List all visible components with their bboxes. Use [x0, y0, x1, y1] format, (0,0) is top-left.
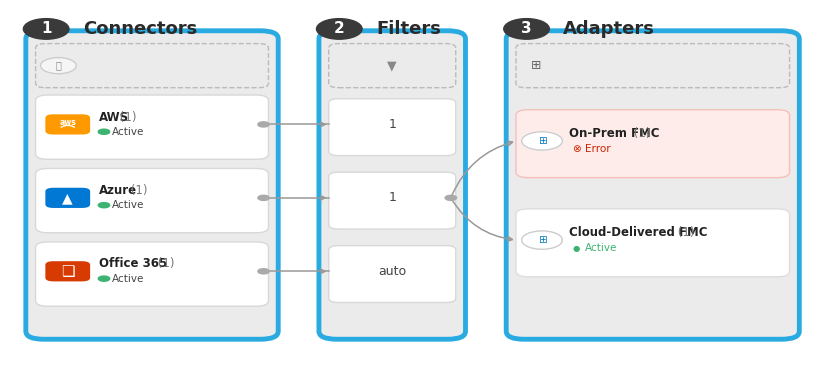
FancyBboxPatch shape — [516, 209, 789, 277]
Text: ⊞: ⊞ — [531, 59, 542, 72]
Circle shape — [258, 122, 270, 127]
Circle shape — [445, 195, 457, 201]
Text: (1): (1) — [127, 184, 147, 197]
Text: Filters: Filters — [376, 20, 441, 38]
Text: 2: 2 — [334, 21, 345, 36]
Text: Office 365: Office 365 — [99, 258, 167, 270]
FancyBboxPatch shape — [328, 246, 456, 303]
Text: (1): (1) — [154, 258, 175, 270]
Text: ⊞: ⊞ — [538, 235, 547, 245]
FancyBboxPatch shape — [46, 261, 90, 282]
Text: ▼: ▼ — [387, 59, 397, 72]
Circle shape — [24, 18, 69, 39]
Text: 3: 3 — [521, 21, 532, 36]
Circle shape — [98, 203, 109, 208]
FancyBboxPatch shape — [328, 44, 456, 88]
Text: AWS: AWS — [99, 111, 129, 124]
FancyBboxPatch shape — [46, 114, 90, 135]
FancyBboxPatch shape — [507, 31, 799, 339]
Text: Cloud-Delivered FMC: Cloud-Delivered FMC — [569, 226, 708, 239]
Text: auto: auto — [378, 265, 406, 278]
Text: Active: Active — [585, 243, 618, 253]
Text: Adapters: Adapters — [563, 20, 655, 38]
Text: (1): (1) — [630, 127, 650, 140]
Text: ⊞: ⊞ — [538, 136, 547, 146]
Text: 1: 1 — [388, 118, 396, 131]
Text: Active: Active — [112, 200, 145, 210]
Text: ⊗: ⊗ — [572, 144, 581, 154]
Text: aws: aws — [60, 118, 76, 127]
Text: ●: ● — [572, 244, 579, 253]
Circle shape — [522, 132, 562, 150]
Text: Connectors: Connectors — [83, 20, 197, 38]
Circle shape — [98, 276, 109, 281]
Circle shape — [41, 58, 76, 74]
Text: 🔗: 🔗 — [56, 61, 61, 71]
Text: 1: 1 — [388, 191, 396, 204]
FancyBboxPatch shape — [36, 242, 269, 306]
Text: Azure: Azure — [99, 184, 137, 197]
Text: 1: 1 — [41, 21, 51, 36]
FancyBboxPatch shape — [516, 44, 789, 88]
Circle shape — [258, 269, 270, 274]
Text: (1): (1) — [116, 111, 136, 124]
Circle shape — [522, 231, 562, 249]
Text: Active: Active — [112, 127, 145, 137]
Text: On-Prem FMC: On-Prem FMC — [569, 127, 659, 140]
Circle shape — [504, 18, 549, 39]
Text: (1): (1) — [674, 226, 694, 239]
FancyBboxPatch shape — [36, 95, 269, 159]
FancyBboxPatch shape — [26, 31, 279, 339]
Text: ▲: ▲ — [62, 191, 73, 205]
FancyBboxPatch shape — [46, 188, 90, 208]
Circle shape — [316, 18, 362, 39]
Text: ❑: ❑ — [61, 264, 74, 279]
FancyBboxPatch shape — [36, 44, 269, 88]
FancyBboxPatch shape — [328, 99, 456, 156]
Text: Error: Error — [585, 144, 611, 154]
Text: Active: Active — [112, 274, 145, 284]
FancyBboxPatch shape — [36, 168, 269, 233]
FancyBboxPatch shape — [516, 110, 789, 178]
Circle shape — [98, 129, 109, 134]
Circle shape — [258, 195, 270, 201]
FancyBboxPatch shape — [319, 31, 466, 339]
FancyBboxPatch shape — [328, 172, 456, 229]
